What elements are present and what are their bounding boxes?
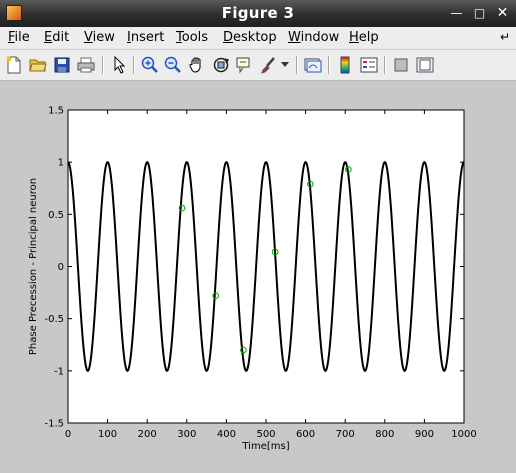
tick-layer: 0 100 200 300 400 500 600 700 800 900 1000 -1.5 -1 -0… bbox=[44, 106, 476, 441]
data-point-marker[interactable] bbox=[212, 292, 220, 300]
axes-background[interactable] bbox=[68, 110, 464, 423]
x-tick-label: 500 bbox=[256, 429, 275, 440]
window-title: Figure 3 bbox=[221, 4, 295, 22]
menu-insert[interactable]: Insert bbox=[127, 30, 165, 45]
x-tick-label: 800 bbox=[375, 429, 394, 440]
maximize-icon[interactable]: □ bbox=[473, 6, 486, 20]
show-plot-tools-icon[interactable] bbox=[414, 54, 436, 76]
toolbar-separator bbox=[384, 56, 386, 74]
x-tick-label: 0 bbox=[65, 429, 71, 440]
figure-canvas[interactable]: 0 100 200 300 400 500 600 700 800 900 1000 -1.5 -1 -0… bbox=[0, 81, 516, 469]
menu-help[interactable]: Help bbox=[349, 30, 379, 45]
data-point-marker[interactable] bbox=[178, 204, 186, 212]
close-icon[interactable]: ✕ bbox=[496, 5, 509, 21]
plot-svg[interactable]: 0 100 200 300 400 500 600 700 800 900 1000 -1.5 -1 -0… bbox=[0, 81, 516, 469]
series-layer bbox=[67, 161, 465, 372]
data-point-marker[interactable] bbox=[345, 166, 352, 173]
edit-plot-arrow-icon[interactable] bbox=[108, 54, 130, 76]
title-bar[interactable]: Figure 3 — □ ✕ bbox=[0, 0, 516, 27]
open-file-icon[interactable] bbox=[27, 54, 49, 76]
series-line-cosine[interactable] bbox=[67, 161, 465, 372]
dock-arrow-icon[interactable]: ↵ bbox=[499, 30, 510, 44]
toolbar-separator bbox=[102, 56, 104, 74]
x-tick-label: 700 bbox=[336, 429, 355, 440]
pan-hand-icon[interactable] bbox=[186, 54, 208, 76]
y-axis-label: Phase Precession - Principal neuron bbox=[28, 178, 39, 355]
y-tick-label: 0 bbox=[58, 262, 64, 273]
link-plot-icon[interactable] bbox=[302, 54, 324, 76]
x-tick-label: 900 bbox=[415, 429, 434, 440]
y-tick-label: -0.5 bbox=[44, 314, 64, 325]
menu-bar: File Edit View Insert Tools Desktop Wind… bbox=[0, 27, 516, 50]
menu-file[interactable]: File bbox=[8, 30, 30, 45]
brush-dropdown-icon[interactable] bbox=[279, 54, 291, 76]
figure-toolbar bbox=[0, 50, 516, 81]
insert-colorbar-icon[interactable] bbox=[334, 54, 356, 76]
y-tick-label: 1.5 bbox=[48, 106, 64, 117]
save-icon[interactable] bbox=[51, 54, 73, 76]
zoom-in-icon[interactable] bbox=[139, 54, 161, 76]
marker-layer bbox=[178, 166, 352, 354]
x-tick-label: 600 bbox=[296, 429, 315, 440]
toolbar-separator bbox=[296, 56, 298, 74]
y-tick-label: -1.5 bbox=[44, 419, 64, 430]
data-point-marker[interactable] bbox=[271, 248, 279, 256]
insert-legend-icon[interactable] bbox=[358, 54, 380, 76]
x-tick-label: 1000 bbox=[451, 429, 476, 440]
data-point-marker[interactable] bbox=[240, 346, 247, 354]
y-tick-label: 1 bbox=[58, 158, 64, 169]
menu-desktop[interactable]: Desktop bbox=[223, 30, 277, 45]
rotate-3d-icon[interactable] bbox=[210, 54, 232, 76]
x-tick-label: 400 bbox=[217, 429, 236, 440]
minimize-icon[interactable]: — bbox=[450, 6, 463, 20]
menu-window[interactable]: Window bbox=[288, 30, 340, 45]
x-tick-label: 100 bbox=[98, 429, 117, 440]
x-tick-label: 200 bbox=[138, 429, 157, 440]
menu-view[interactable]: View bbox=[84, 30, 115, 45]
menu-tools[interactable]: Tools bbox=[176, 30, 209, 45]
y-tick-label: 0.5 bbox=[48, 210, 64, 221]
data-point-marker[interactable] bbox=[307, 180, 314, 188]
brush-icon[interactable] bbox=[257, 54, 279, 76]
toolbar-separator bbox=[328, 56, 330, 74]
matlab-icon bbox=[6, 5, 22, 21]
zoom-out-icon[interactable] bbox=[162, 54, 184, 76]
x-axis-label: Time[ms] bbox=[241, 441, 289, 452]
y-tick-label: -1 bbox=[54, 366, 64, 377]
hide-plot-tools-icon[interactable] bbox=[390, 54, 412, 76]
data-cursor-icon[interactable] bbox=[233, 54, 255, 76]
new-figure-icon[interactable] bbox=[3, 54, 25, 76]
menu-edit[interactable]: Edit bbox=[44, 30, 70, 45]
toolbar-separator bbox=[133, 56, 135, 74]
print-icon[interactable] bbox=[75, 54, 97, 76]
x-tick-label: 300 bbox=[177, 429, 196, 440]
